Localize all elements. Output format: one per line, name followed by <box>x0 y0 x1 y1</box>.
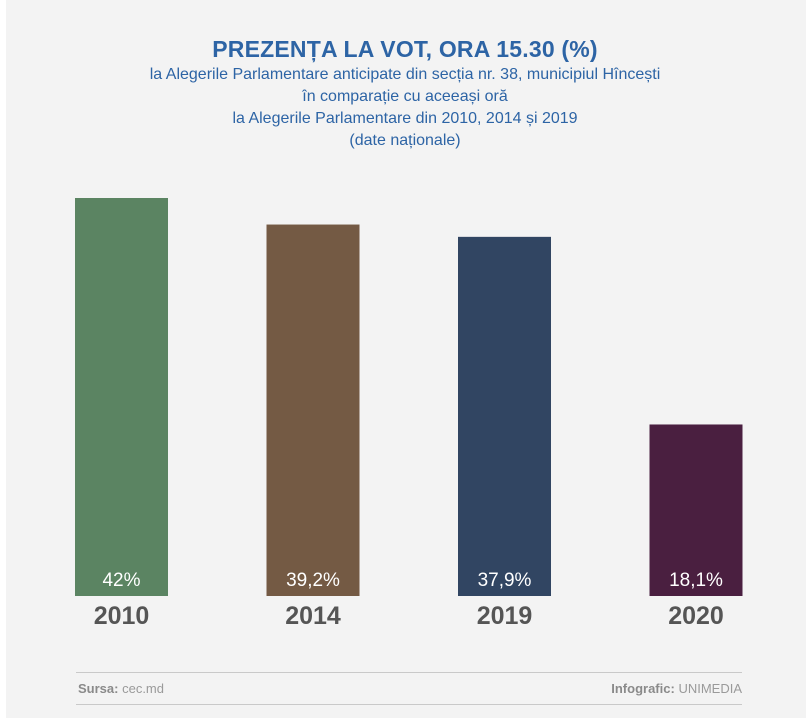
infographic-credit: Infografic: UNIMEDIA <box>611 681 742 696</box>
chart-subtitle: la Alegerile Parlamentare anticipate din… <box>0 64 810 152</box>
credit-value: UNIMEDIA <box>678 681 742 696</box>
subtitle-line-2: în comparație cu aceeași oră <box>302 88 508 105</box>
footer-bottom-divider <box>76 704 742 705</box>
footer-divider <box>76 672 742 673</box>
bar-2019 <box>458 236 551 596</box>
source-value: cec.md <box>122 681 164 696</box>
x-tick-label-2020: 2020 <box>668 602 724 630</box>
source-label: Sursa: <box>78 681 119 696</box>
value-label-2010: 42% <box>102 570 140 591</box>
x-tick-label-2010: 2010 <box>94 602 150 630</box>
value-label-2020: 18,1% <box>669 570 723 591</box>
value-label-2019: 37,9% <box>478 570 532 591</box>
credit-label: Infografic: <box>611 681 675 696</box>
bar-2010 <box>75 198 168 596</box>
subtitle-line-4: (date naționale) <box>349 132 461 149</box>
chart-title: PREZENȚA LA VOT, ORA 15.30 (%) <box>212 36 598 62</box>
subtitle-line-3: la Alegerile Parlamentare din 2010, 2014… <box>232 110 578 127</box>
x-tick-label-2014: 2014 <box>285 602 341 630</box>
value-label-2014: 39,2% <box>286 570 340 591</box>
subtitle-line-1: la Alegerile Parlamentare anticipate din… <box>149 66 661 83</box>
source-note: Sursa: cec.md <box>78 681 164 696</box>
bar-2020 <box>649 424 743 596</box>
bar-2014 <box>266 224 360 597</box>
x-tick-label-2019: 2019 <box>477 602 533 630</box>
